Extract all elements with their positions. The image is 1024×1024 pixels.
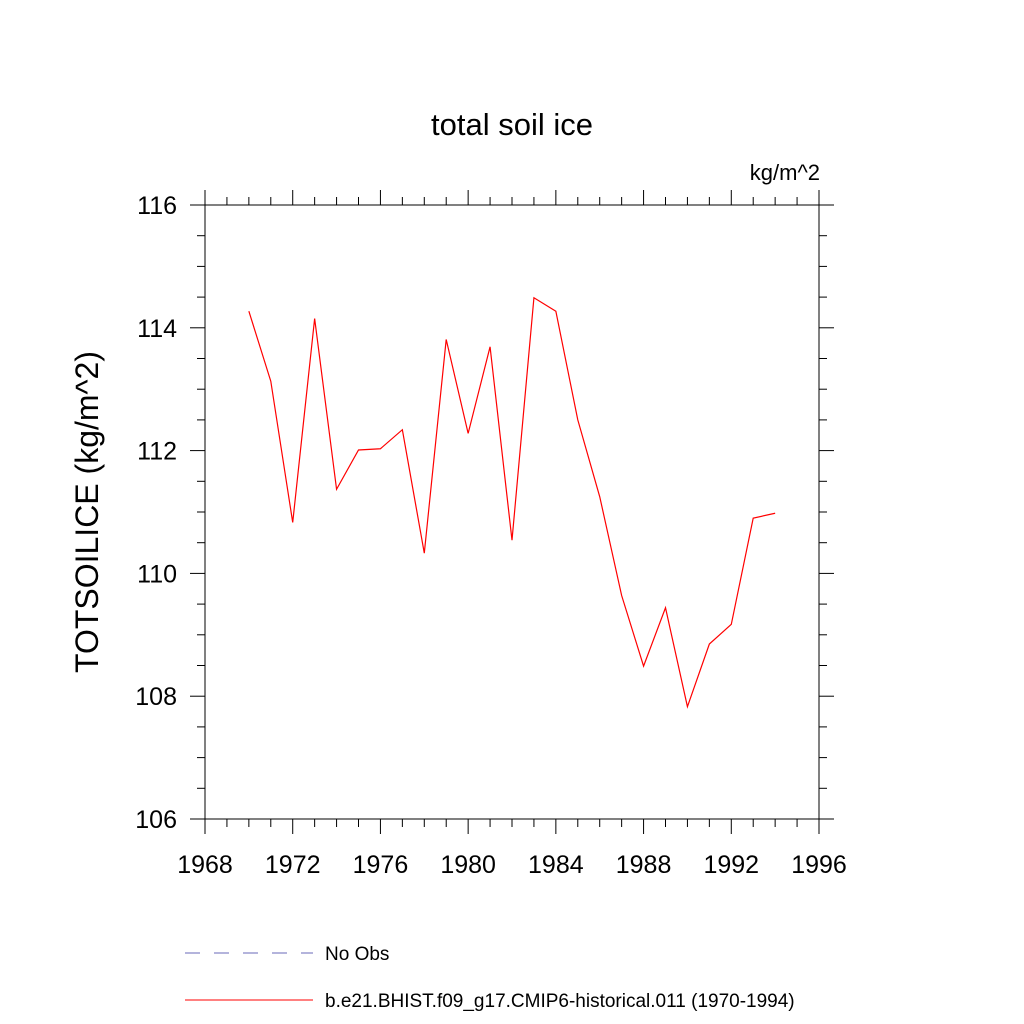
legend-label: b.e21.BHIST.f09_g17.CMIP6-historical.011…	[325, 991, 795, 1012]
x-tick-label: 1980	[440, 851, 496, 879]
y-tick-label: 112	[137, 438, 177, 466]
chart-title: total soil ice	[431, 107, 593, 142]
x-tick-label: 1972	[265, 851, 321, 879]
legend-label: No Obs	[325, 944, 389, 965]
x-tick-label: 1988	[616, 851, 672, 879]
y-tick-label: 116	[137, 192, 177, 220]
y-tick-label: 114	[137, 315, 177, 343]
x-tick-label: 1968	[177, 851, 233, 879]
x-tick-label: 1976	[353, 851, 409, 879]
series-line	[248, 296, 776, 709]
y-tick-label: 110	[137, 560, 177, 588]
y-tick-label: 108	[135, 683, 177, 711]
x-tick-label: 1992	[703, 851, 759, 879]
units-label: kg/m^2	[750, 160, 820, 185]
series-layer	[248, 296, 776, 709]
y-tick-label: 106	[135, 806, 177, 834]
y-axis-label: TOTSOILICE (kg/m^2)	[69, 351, 105, 673]
x-tick-label: 1984	[528, 851, 584, 879]
axis-ticks	[190, 190, 834, 834]
legend: No Obs b.e21.BHIST.f09_g17.CMIP6-historic…	[185, 944, 795, 1012]
x-tick-label: 1996	[791, 851, 847, 879]
plot-frame	[204, 204, 820, 820]
axis-tick-labels: 1968 1972 1976 1980 1984 1988 1992 1996 106 108 11…	[135, 192, 847, 879]
